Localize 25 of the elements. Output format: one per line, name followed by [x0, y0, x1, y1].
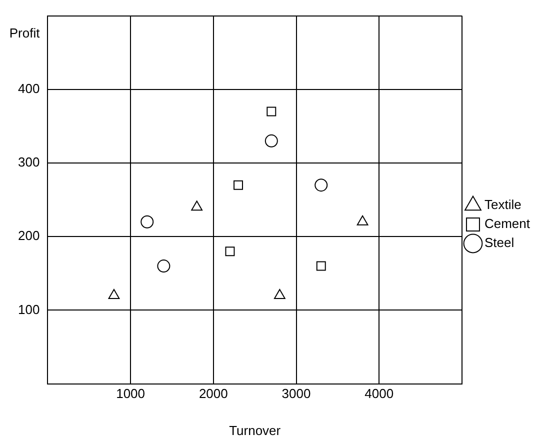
y-tick-label: 400 — [18, 80, 40, 96]
x-tick-label: 3000 — [282, 386, 311, 402]
x-tick-label: 1000 — [116, 386, 146, 402]
x-tick-label: 4000 — [364, 386, 394, 402]
y-tick-label: 200 — [18, 228, 40, 244]
y-axis-title: Profit — [9, 25, 40, 40]
point — [356, 215, 368, 226]
point — [225, 246, 235, 256]
legend-label: Textile — [484, 197, 522, 212]
y-tick-label: 100 — [18, 302, 40, 317]
point — [274, 288, 286, 299]
point — [140, 215, 154, 228]
point — [266, 106, 276, 116]
x-axis-title: Turnover — [229, 422, 282, 438]
point — [157, 260, 170, 273]
legend-label: Cement — [484, 216, 530, 232]
x-tick-label: 2000 — [198, 386, 228, 402]
point — [316, 261, 326, 271]
y-tick-label: 300 — [18, 154, 40, 170]
legend-label: Steel — [484, 235, 514, 250]
point — [191, 200, 203, 211]
point — [264, 134, 278, 148]
point — [314, 178, 328, 192]
point — [234, 180, 244, 190]
point — [108, 288, 120, 299]
